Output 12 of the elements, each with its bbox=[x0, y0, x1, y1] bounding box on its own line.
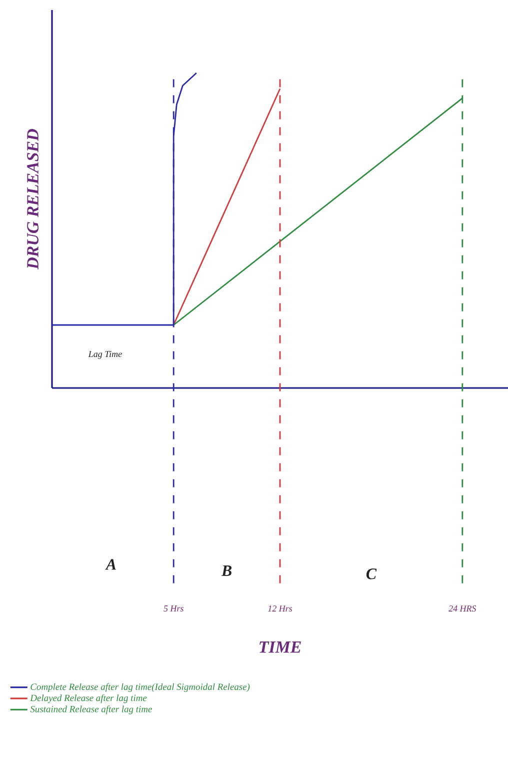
y-axis-title: DRUG RELEASED bbox=[27, 129, 38, 270]
legend-label: Sustained Release after lag time bbox=[30, 706, 152, 714]
annotation: Lag Time bbox=[88, 351, 122, 359]
x-axis-title: TIME bbox=[260, 642, 301, 653]
x-tick-label: 24 HRS bbox=[448, 606, 476, 612]
x-tick-label: 12 Hrs bbox=[268, 606, 292, 612]
legend-label: Delayed Release after lag time bbox=[30, 694, 147, 704]
text: A bbox=[105, 559, 116, 570]
text: C bbox=[366, 568, 377, 580]
text: B bbox=[221, 565, 232, 576]
x-tick-label: 5 Hrs bbox=[164, 606, 184, 612]
legend-label: Complete Release after lag time(Ideal Sigmoidal Release) bbox=[30, 683, 250, 692]
